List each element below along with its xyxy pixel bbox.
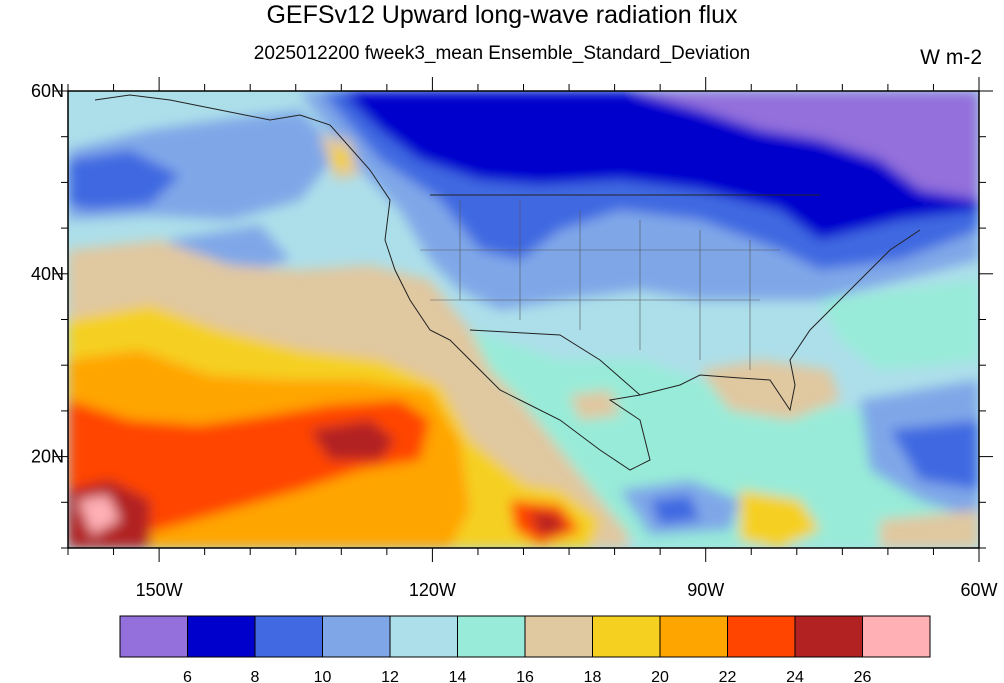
colorbar-swatch (119, 615, 188, 658)
units-label: W m-2 (920, 46, 982, 69)
colorbar-swatch (322, 615, 391, 658)
colorbar-label: 10 (314, 669, 332, 683)
colorbar-swatch (794, 615, 863, 658)
colorbar-label: 26 (854, 669, 872, 683)
lon-tick-label: 90W (687, 580, 724, 600)
lat-tick-label: 60N (31, 81, 64, 101)
colorbar-label: 20 (651, 669, 669, 683)
colorbar-swatch (524, 615, 593, 658)
colorbar-swatch (389, 615, 458, 658)
colorbar-swatch (727, 615, 796, 658)
colorbar-label: 14 (449, 669, 467, 683)
colorbar-swatch (187, 615, 256, 658)
colorbar-label: 8 (251, 669, 260, 683)
contour-field (68, 91, 979, 548)
colorbar (119, 615, 931, 658)
lat-tick-label: 20N (31, 447, 64, 467)
axis-tick-labels: 150W 120W 90W 60W 60N 40N 20N (31, 81, 998, 600)
colorbar-swatch (254, 615, 323, 658)
colorbar-swatch (457, 615, 526, 658)
lat-tick-label: 40N (31, 264, 64, 284)
colorbar-label: 6 (183, 669, 192, 683)
colorbar-labels: 6 8 10 12 14 16 18 20 22 24 26 (183, 669, 871, 683)
colorbar-label: 24 (786, 669, 804, 683)
lon-tick-label: 60W (960, 580, 997, 600)
colorbar-swatch (592, 615, 661, 658)
colorbar-label: 22 (719, 669, 737, 683)
colorbar-label: 16 (516, 669, 534, 683)
colorbar-label: 12 (381, 669, 399, 683)
map-title: GEFSv12 Upward long-wave radiation flux (266, 1, 738, 29)
lon-tick-label: 120W (409, 580, 456, 600)
colorbar-swatch (862, 615, 931, 658)
colorbar-label: 18 (584, 669, 602, 683)
map-subtitle: 2025012200 fweek3_mean Ensemble_Standard… (253, 43, 751, 64)
lon-tick-label: 150W (136, 580, 183, 600)
colorbar-swatch (659, 615, 728, 658)
axis-ticks (54, 77, 993, 562)
